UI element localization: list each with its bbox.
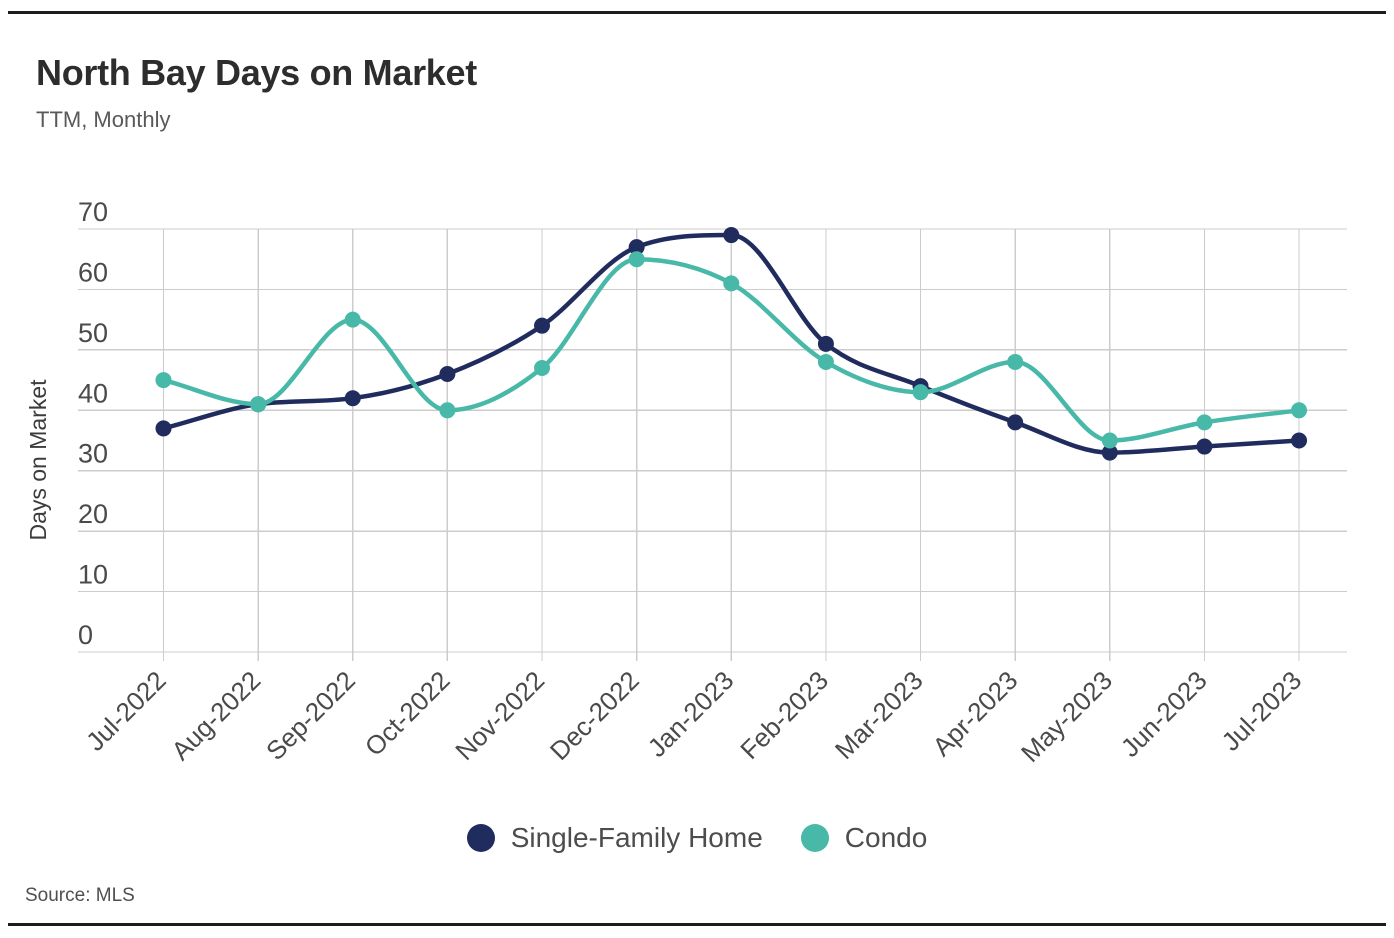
- data-point-single-family-home-Jul-2023: [1291, 432, 1308, 449]
- y-tick-label-30: 30: [78, 439, 108, 469]
- data-point-single-family-home-Sep-2022: [344, 390, 361, 407]
- bottom-border-rule: [8, 923, 1386, 926]
- y-tick-label-0: 0: [78, 620, 93, 650]
- legend-label-single-family-home: Single-Family Home: [510, 822, 763, 853]
- y-tick-label-40: 40: [78, 378, 108, 408]
- data-point-single-family-home-Jan-2023: [723, 227, 740, 244]
- y-tick-label-60: 60: [78, 257, 108, 287]
- x-tick-label-Mar-2023: Mar-2023: [829, 665, 929, 765]
- data-point-condo-Oct-2022: [439, 402, 456, 419]
- data-point-single-family-home-Feb-2023: [817, 335, 834, 352]
- y-tick-label-10: 10: [78, 560, 108, 590]
- y-tick-label-50: 50: [78, 318, 108, 348]
- x-tick-label-Dec-2022: Dec-2022: [544, 665, 645, 766]
- data-point-single-family-home-Oct-2022: [439, 366, 456, 383]
- legend-item-condo: Condo: [800, 822, 928, 854]
- chart-title: North Bay Days on Market: [36, 52, 477, 93]
- data-point-condo-Mar-2023: [912, 384, 929, 401]
- data-point-condo-Jul-2022: [155, 372, 172, 389]
- data-point-condo-May-2023: [1101, 432, 1118, 449]
- x-tick-label-Nov-2022: Nov-2022: [449, 665, 550, 766]
- data-point-condo-Sep-2022: [344, 311, 361, 328]
- data-point-condo-Feb-2023: [817, 353, 834, 370]
- chart-legend: Single-Family Home Condo: [0, 817, 1394, 859]
- x-tick-label-Sep-2022: Sep-2022: [260, 665, 361, 766]
- top-border-rule: [8, 11, 1386, 14]
- data-point-condo-Jan-2023: [723, 275, 740, 292]
- data-point-condo-Nov-2022: [534, 359, 551, 376]
- x-tick-label-Jul-2023: Jul-2023: [1216, 665, 1308, 757]
- y-tick-label-70: 70: [78, 197, 108, 227]
- data-point-condo-Aug-2022: [250, 396, 267, 413]
- data-point-condo-Dec-2022: [628, 251, 645, 268]
- x-tick-label-Apr-2023: Apr-2023: [927, 665, 1024, 762]
- data-point-single-family-home-Jun-2023: [1196, 438, 1213, 455]
- y-tick-label-20: 20: [78, 499, 108, 529]
- legend-swatch-single-family-home: [466, 824, 495, 852]
- x-tick-label-Aug-2022: Aug-2022: [165, 665, 266, 766]
- x-tick-label-Jul-2022: Jul-2022: [80, 665, 172, 757]
- x-tick-label-Jan-2023: Jan-2023: [642, 665, 740, 763]
- data-point-single-family-home-May-2023: [1101, 444, 1118, 461]
- x-tick-label-May-2023: May-2023: [1015, 665, 1118, 768]
- data-point-condo-Apr-2023: [1007, 353, 1024, 370]
- data-point-condo-Jul-2023: [1291, 402, 1308, 419]
- legend-label-condo: Condo: [844, 822, 928, 853]
- data-point-single-family-home-Nov-2022: [534, 317, 551, 334]
- x-tick-label-Oct-2022: Oct-2022: [359, 665, 456, 762]
- data-point-single-family-home-Dec-2022: [628, 239, 645, 256]
- data-point-condo-Jun-2023: [1196, 414, 1213, 431]
- legend-swatch-condo: [800, 824, 829, 852]
- chart-subtitle: TTM, Monthly: [36, 107, 171, 132]
- x-tick-label-Feb-2023: Feb-2023: [734, 665, 834, 765]
- x-tick-label-Jun-2023: Jun-2023: [1115, 665, 1213, 763]
- data-point-single-family-home-Jul-2022: [155, 420, 172, 437]
- data-point-single-family-home-Apr-2023: [1007, 414, 1024, 431]
- y-axis-title: Days on Market: [25, 379, 51, 541]
- source-note: Source: MLS: [25, 885, 135, 906]
- legend-item-single-family-home: Single-Family Home: [466, 822, 763, 854]
